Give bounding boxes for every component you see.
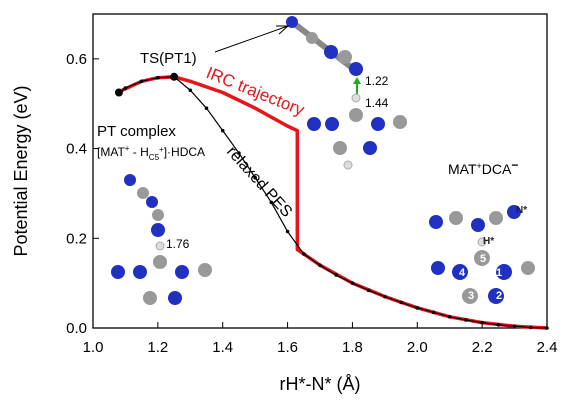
x-tick-label: 2.4 xyxy=(537,339,558,356)
point xyxy=(415,306,419,310)
bond-length: 1.76 xyxy=(166,237,190,251)
atom-label: 5 xyxy=(480,253,486,265)
bond-length: 1.22 xyxy=(365,74,389,88)
key-point xyxy=(170,73,178,81)
point xyxy=(448,315,452,319)
x-tick-label: 1.4 xyxy=(212,339,233,356)
point xyxy=(351,281,355,285)
atom-label: 4 xyxy=(459,267,466,279)
ts-arrow xyxy=(215,26,288,52)
y-tick-label: 0.6 xyxy=(66,51,87,68)
annotation-part: − xyxy=(511,158,518,172)
x-tick-label: 1.2 xyxy=(147,339,168,356)
chart: 1.0 1.2 1.4 1.6 1.8 2.0 2.2 2.4 0.0 0.2 0.4 0.6 rH*-… xyxy=(0,0,562,399)
point xyxy=(140,79,144,83)
annotation-part: MAT xyxy=(448,161,477,177)
point xyxy=(302,252,306,256)
x-tick-label: 1.6 xyxy=(277,339,298,356)
x-axis-label: rH*-N* (Å) xyxy=(280,374,361,394)
point xyxy=(124,86,128,90)
annotation-part: [MAT xyxy=(97,145,125,159)
point xyxy=(188,88,192,92)
annotation-part: ]·HDCA xyxy=(164,145,205,159)
point xyxy=(156,76,160,80)
annotation-part: - H xyxy=(129,145,148,159)
x-tick-label: 2.2 xyxy=(472,339,493,356)
series-label: relaxed PES xyxy=(223,143,295,220)
point xyxy=(367,289,371,293)
point xyxy=(480,321,484,325)
point xyxy=(383,295,387,299)
atom-label: 3 xyxy=(468,290,474,302)
annotation-part: DCA xyxy=(482,161,512,177)
annotation: PT complex xyxy=(97,123,176,140)
molecule-pt xyxy=(111,174,212,305)
y-tick-label: 0.4 xyxy=(66,141,87,158)
point xyxy=(205,106,209,110)
x-tick-label: 2.0 xyxy=(407,339,428,356)
series-line xyxy=(119,77,547,328)
series-line xyxy=(122,77,547,328)
y-axis-label: Potential Energy (eV) xyxy=(11,85,31,256)
x-tick-label: 1.0 xyxy=(83,339,104,356)
atom-label: 1 xyxy=(496,267,502,279)
point xyxy=(545,326,549,330)
atom-label: H* xyxy=(483,236,494,247)
point xyxy=(432,311,436,315)
point xyxy=(334,273,338,277)
annotation: [MAT+ - HC5+]·HDCA xyxy=(97,144,205,162)
y-tick-label: 0.2 xyxy=(66,230,87,247)
point xyxy=(221,129,225,133)
annotation: MAT+DCA− xyxy=(448,158,518,177)
annotation: TS(PT1) xyxy=(140,50,197,67)
point xyxy=(464,318,468,322)
point xyxy=(497,323,501,327)
bond-length: 1.44 xyxy=(365,96,389,110)
x-tick-label: 1.8 xyxy=(342,339,363,356)
molecule-ts xyxy=(286,16,407,169)
point xyxy=(286,230,290,234)
atom-label: 2 xyxy=(496,290,502,302)
point xyxy=(529,326,533,330)
y-tick-label: 0.0 xyxy=(66,320,87,337)
key-point xyxy=(115,89,123,97)
point xyxy=(399,301,403,305)
atom-label: N* xyxy=(516,205,527,216)
point xyxy=(318,263,322,267)
annotation-part: C5 xyxy=(149,153,160,162)
point xyxy=(513,324,517,328)
